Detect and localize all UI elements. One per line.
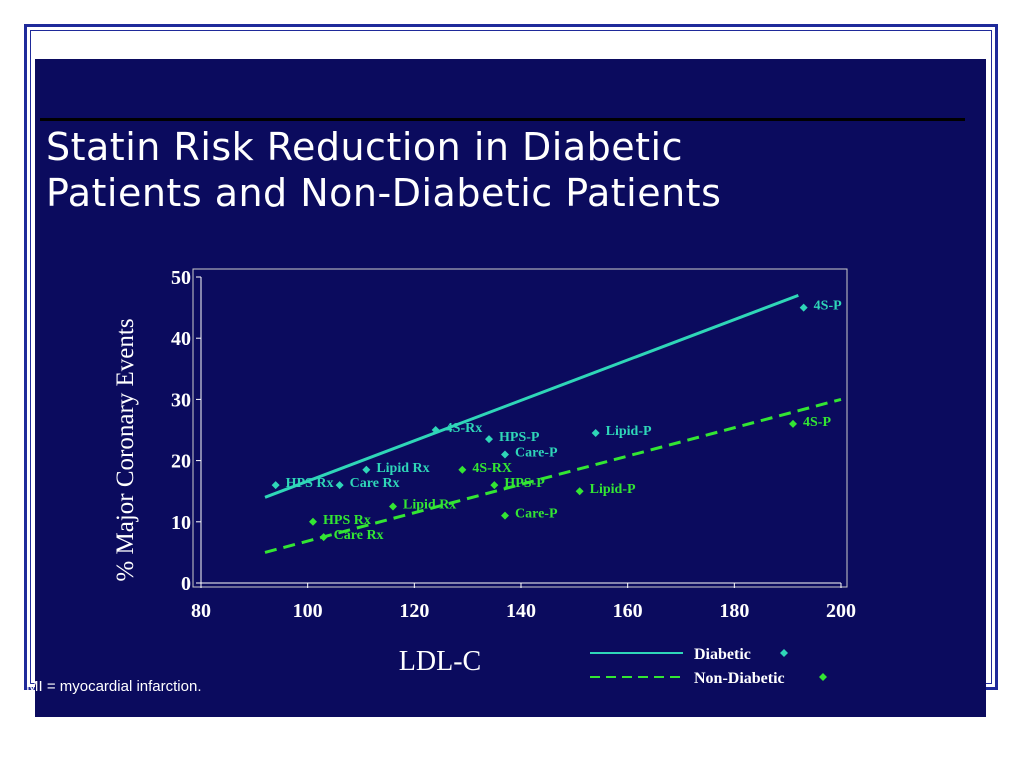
y-axis-label: % Major Coronary Events <box>112 318 139 581</box>
trend-line <box>264 293 799 499</box>
data-point <box>458 465 467 474</box>
data-point <box>431 426 440 434</box>
legend-marker <box>780 649 788 657</box>
data-label: HPS-P <box>499 430 540 445</box>
y-tick-label: 0 <box>181 573 191 595</box>
data-label: Lipid Rx <box>376 461 429 476</box>
x-axis-label: LDL-C <box>399 646 481 677</box>
x-tick-label: 180 <box>719 600 749 622</box>
plot-frame <box>192 268 848 588</box>
data-label: Care-P <box>515 507 558 522</box>
data-label: Lipid Rx <box>403 498 456 513</box>
data-point <box>335 481 344 490</box>
axes: 0 10 20 30 40 50 80 100 120 140 160 180 200 <box>171 267 856 622</box>
data-label: Care Rx <box>334 528 384 543</box>
data-point <box>271 481 280 490</box>
data-label: HPS Rx <box>323 513 371 528</box>
data-point <box>591 429 600 438</box>
data-point <box>575 487 584 496</box>
chart-legend: Diabetic Non-Diabetic <box>590 646 827 687</box>
data-label: HPS-P <box>504 476 545 491</box>
x-tick-label: 200 <box>826 600 856 622</box>
slide-title-line-2: Patients and Non-Diabetic Patients <box>46 171 722 215</box>
data-point <box>309 517 317 526</box>
data-label: 4S-Rx <box>446 421 483 436</box>
x-tick-label: 80 <box>191 600 211 622</box>
plot-area-border <box>192 268 848 588</box>
data-label: Care Rx <box>350 476 400 491</box>
y-tick-label: 40 <box>171 328 191 350</box>
data-label: Care-P <box>515 445 558 460</box>
data-point <box>501 511 509 520</box>
y-tick-label: 10 <box>171 512 191 534</box>
legend-item: Diabetic <box>590 646 788 663</box>
data-point <box>319 533 328 542</box>
data-point <box>789 419 797 428</box>
data-label: 4S-P <box>814 299 842 314</box>
legend-label: Diabetic <box>694 646 751 663</box>
legend-label: Non-Diabetic <box>694 670 785 687</box>
data-label: Lipid-P <box>606 424 652 439</box>
title-rule <box>40 118 965 121</box>
y-tick-label: 20 <box>171 451 191 473</box>
data-label: 4S-P <box>803 415 831 430</box>
x-tick-label: 140 <box>506 600 536 622</box>
x-tick-label: 100 <box>293 600 323 622</box>
data-label: 4S-RX <box>472 461 512 476</box>
trend-line <box>264 397 842 554</box>
data-point <box>799 303 808 312</box>
data-point <box>485 435 493 444</box>
x-tick-label: 120 <box>399 600 429 622</box>
data-label: HPS Rx <box>286 476 334 491</box>
legend-marker <box>819 673 827 681</box>
y-tick-label: 50 <box>171 267 191 289</box>
y-tick-label: 30 <box>171 389 191 411</box>
data-label: Lipid-P <box>590 482 636 497</box>
data-point <box>362 465 371 474</box>
x-tick-label: 160 <box>613 600 643 622</box>
slide-title-line-1: Statin Risk Reduction in Diabetic <box>46 125 683 169</box>
legend-item: Non-Diabetic <box>590 670 827 687</box>
data-point <box>389 502 397 511</box>
data-point <box>501 450 509 459</box>
footnote: MI = myocardial infarction. <box>26 678 202 695</box>
data-point <box>490 481 499 490</box>
slide-title: Statin Risk Reduction in Diabetic Patien… <box>46 124 721 216</box>
